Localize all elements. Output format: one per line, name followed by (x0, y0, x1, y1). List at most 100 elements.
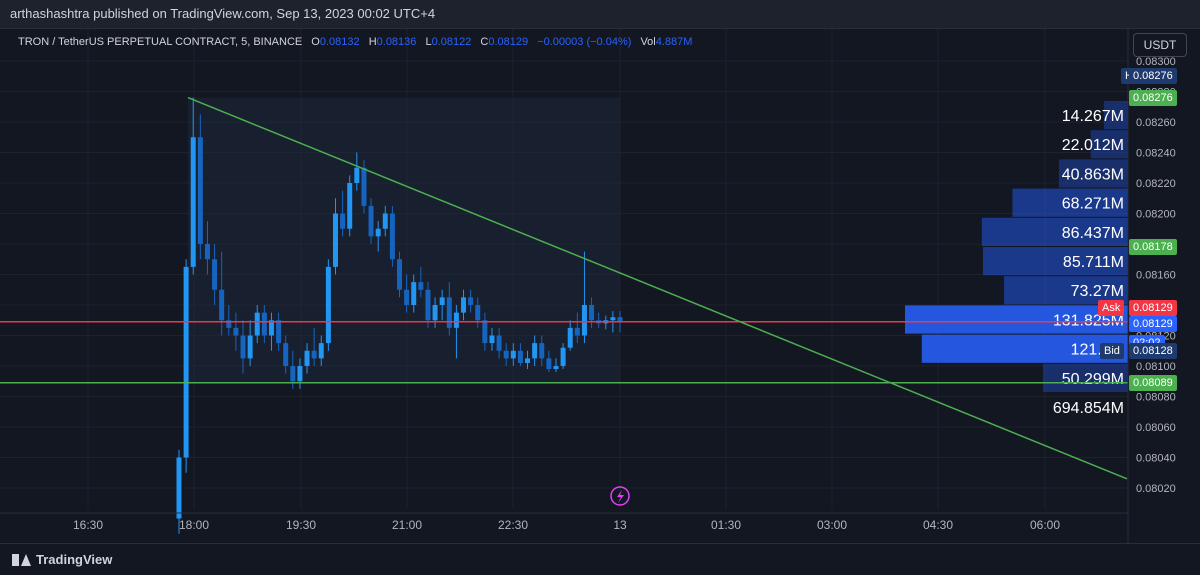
candle-body (283, 343, 289, 366)
candle-body (332, 213, 338, 267)
brand-name: TradingView (36, 552, 113, 567)
ask-value-label: 0.08129 (1129, 299, 1177, 316)
candle-body (517, 350, 523, 363)
volume-profile-label: 68.271M (1062, 196, 1124, 213)
tradingview-logo[interactable]: TradingView (12, 552, 112, 567)
y-tick-label: 0.08240 (1136, 148, 1176, 160)
candle-body (510, 350, 516, 359)
candle-body (204, 244, 210, 260)
high-value-label: 0.08276 (1129, 67, 1177, 84)
volume-profile-label: 85.711M (1063, 254, 1124, 271)
y-tick-label: 0.08100 (1136, 361, 1176, 373)
currency-button[interactable]: USDT (1133, 33, 1187, 57)
volume-profile-bar (1012, 188, 1128, 217)
candle-body (453, 312, 459, 328)
x-tick-label: 13 (613, 518, 627, 532)
high-label: H (368, 36, 377, 48)
volume-profile-bar (983, 247, 1128, 276)
green-price-label: 0.08089 (1129, 374, 1177, 391)
candle-body (589, 305, 595, 321)
candle-body (304, 350, 310, 366)
open-label: O (311, 36, 320, 48)
candle-body (567, 327, 573, 348)
symbol-name[interactable]: TRON / TetherUS PERPETUAL CONTRACT, 5, B… (18, 36, 303, 48)
x-tick-label: 01:30 (711, 518, 741, 532)
close-label: C (480, 36, 489, 48)
volume-profile-label: 73.27M (1071, 283, 1124, 300)
volume-profile-bar (905, 305, 1128, 334)
candle-body (354, 167, 360, 183)
volume-profile-label: 131.825M (1053, 312, 1124, 329)
candle-body (226, 320, 232, 328)
candle-body (404, 289, 410, 305)
publisher-header: arthashashtra published on TradingView.c… (0, 0, 1200, 29)
y-tick-label: 0.08020 (1136, 483, 1176, 495)
volume-label: Vol (640, 36, 656, 48)
green-price-label: 0.08276 (1129, 89, 1177, 106)
candle-body (532, 343, 538, 359)
candle-body (268, 320, 274, 336)
candle-body (233, 327, 239, 336)
y-tick-label: 0.08060 (1136, 422, 1176, 434)
volume-profile-bar (1042, 363, 1128, 392)
price-chart[interactable]: 14.267M 22.012M 40.863M 68.271M 86.437M 85.71… (0, 29, 1200, 543)
volume-profile-label: 40.863M (1062, 166, 1124, 183)
x-tick-label: 19:30 (286, 518, 316, 532)
change-value: −0.00003 (−0.04%) (537, 36, 632, 48)
candle-body (368, 205, 374, 237)
low-label: L (425, 36, 432, 48)
candle-body (489, 335, 495, 344)
candle-body (496, 335, 502, 351)
descending-trendline (187, 96, 1128, 480)
candle-body (240, 335, 246, 359)
bid-value-label: 0.08128 (1129, 343, 1177, 360)
x-tick-label: 06:00 (1030, 518, 1060, 532)
candle-body (340, 213, 346, 229)
candle-body (197, 137, 203, 244)
symbol-legend[interactable]: TRON / TetherUS PERPETUAL CONTRACT, 5, B… (18, 36, 692, 48)
x-tick-label: 18:00 (179, 518, 209, 532)
candle-body (475, 305, 481, 321)
publisher-line: arthashashtra published on TradingView.c… (10, 6, 436, 21)
volume-profile-label: 50.299M (1062, 371, 1124, 388)
candle-body (617, 317, 623, 322)
candle-body (311, 350, 317, 359)
y-tick-label: 0.08220 (1136, 178, 1176, 190)
candle-body (190, 137, 196, 267)
candle-body (411, 282, 417, 305)
candle-body (482, 320, 488, 344)
ask-tag: Ask (1098, 299, 1125, 316)
candle-body (553, 366, 559, 370)
tradingview-logo-icon (12, 553, 31, 566)
high-value: 0.08136 (376, 36, 417, 48)
candle-body (347, 183, 353, 229)
candle-body (432, 305, 438, 321)
candle-body (539, 343, 545, 359)
candle-body (389, 213, 395, 260)
volume-profile-bar (921, 334, 1128, 363)
candle-body (574, 327, 580, 336)
x-axis: 16:30 18:00 19:30 21:00 22:30 13 01:30 03:00 04:… (0, 512, 1128, 532)
y-axis: 0.083000.082800.082600.082400.082200.082… (1127, 29, 1176, 543)
y-tick-label: 0.08200 (1136, 209, 1176, 221)
close-value: 0.08129 (488, 36, 529, 48)
candle-body (610, 317, 616, 321)
volume-profile-bar (1058, 159, 1128, 188)
candle-body (425, 289, 431, 321)
candle-body (176, 457, 182, 519)
y-tick-label: 0.08260 (1136, 117, 1176, 129)
candle-body (461, 297, 467, 313)
volume-value: 4.887M (655, 36, 693, 48)
open-value: 0.08132 (319, 36, 360, 48)
chart-area[interactable]: 14.267M 22.012M 40.863M 68.271M 86.437M 85.71… (0, 29, 1200, 543)
candle-body (418, 282, 424, 290)
candle-body (261, 312, 267, 336)
x-tick-label: 21:00 (392, 518, 422, 532)
candle-body (361, 167, 367, 206)
candle-body (503, 350, 509, 359)
y-tick-label: 0.08080 (1136, 392, 1176, 404)
candle-body (247, 335, 253, 359)
y-tick-label: 0.08040 (1136, 453, 1176, 465)
bid-tag: Bid (1100, 343, 1124, 360)
candle-body (546, 358, 552, 370)
